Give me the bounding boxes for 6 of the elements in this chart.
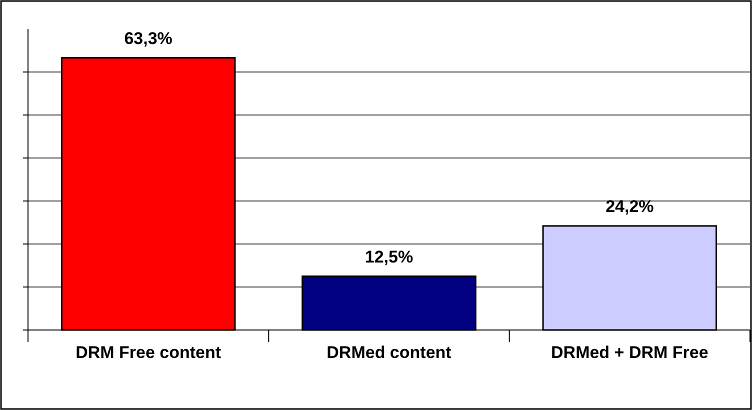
data-label: 24,2% [606, 196, 654, 216]
x-tick-label: DRMed content [326, 343, 452, 362]
x-tick-label: DRM Free content [76, 343, 222, 362]
data-label: 12,5% [364, 247, 414, 266]
data-label: 63,3% [124, 28, 172, 48]
x-tick-label: DRMed + DRM Free [551, 343, 708, 362]
